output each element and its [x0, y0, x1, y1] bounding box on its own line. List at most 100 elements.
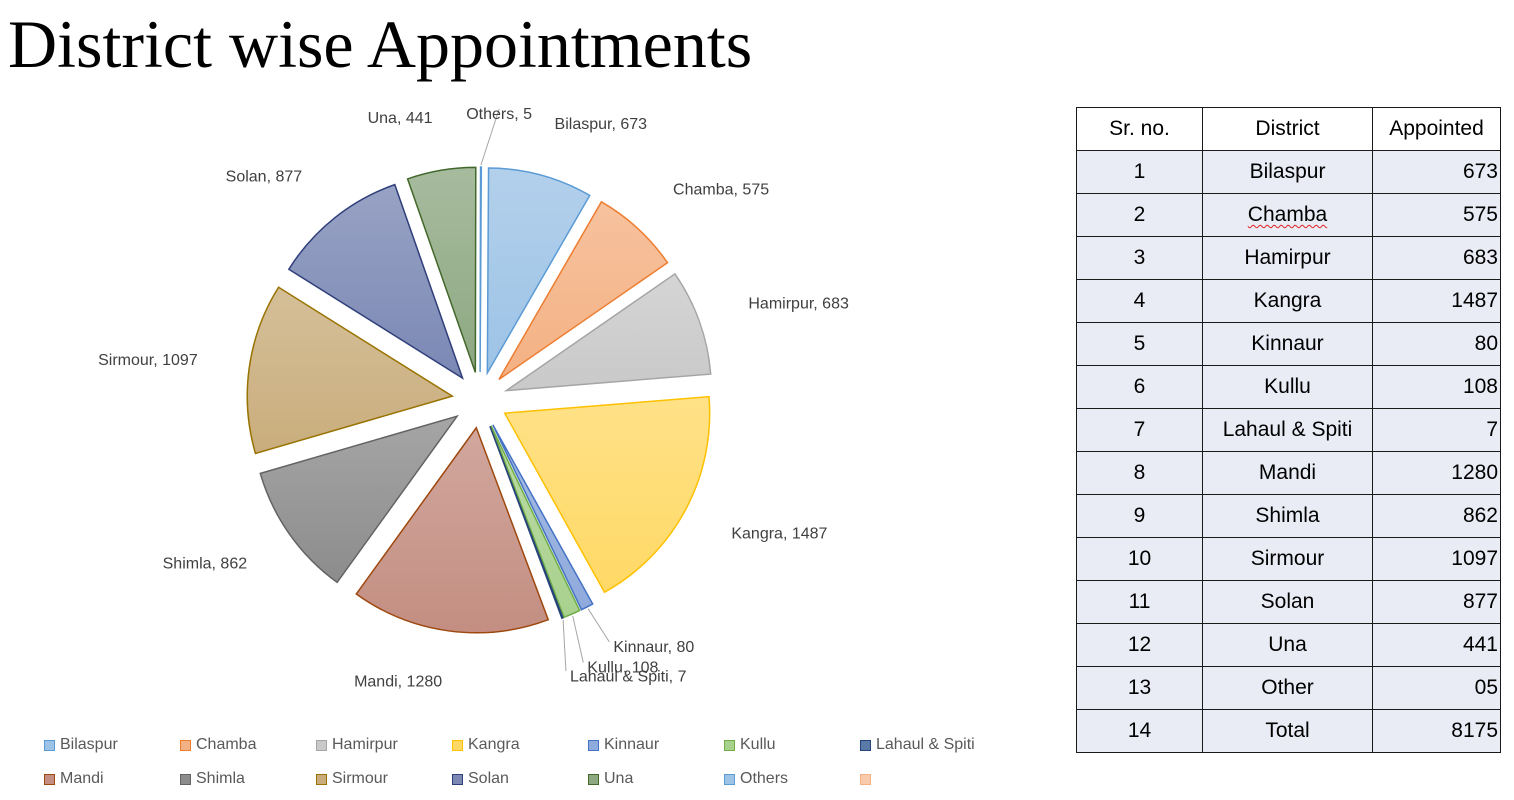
pie-slice [503, 395, 711, 594]
cell-appointed: 8175 [1372, 709, 1501, 753]
pie-leader-line [480, 108, 500, 166]
chart-legend: Bilaspur Chamba Hamirpur Kangra Kinnaur Kullu… [44, 728, 1044, 796]
cell-appointed: 877 [1372, 580, 1501, 624]
pie-leader-lines [480, 108, 610, 672]
header-sr-no: Sr. no. [1076, 107, 1203, 151]
cell-sr-no: 11 [1076, 580, 1203, 624]
table-body: 1 Bilaspur 673 2 Chamba 575 3 Hamirpur 683 4 Kangr… [1076, 150, 1501, 753]
cell-district: Total [1202, 709, 1373, 753]
cell-appointed: 673 [1372, 150, 1501, 194]
legend-swatch [316, 739, 327, 751]
pie-data-label: Sirmour, 1097 [98, 352, 198, 369]
pie-slice [492, 424, 594, 611]
legend-label: Kinnaur [604, 736, 660, 753]
legend-label: Sirmour [332, 770, 389, 787]
legend-swatch [44, 739, 55, 751]
cell-district: Kangra [1202, 279, 1373, 323]
cell-district: Kullu [1202, 365, 1373, 409]
pie-slice [246, 286, 455, 455]
legend-swatch [588, 773, 599, 785]
cell-district: Chamba [1202, 193, 1373, 237]
legend-swatch [180, 739, 191, 751]
legend-item: Solan [452, 770, 588, 788]
legend-label: Kullu [740, 736, 776, 753]
legend-label: Solan [468, 770, 509, 787]
pie-data-label: Hamirpur, 683 [748, 295, 849, 312]
legend-label: Shimla [196, 770, 245, 787]
legend-label: Hamirpur [332, 736, 398, 753]
table-row: 10 Sirmour 1097 [1076, 537, 1501, 581]
pie-data-label: Kullu, 108 [587, 660, 658, 677]
legend-label: Chamba [196, 736, 257, 753]
pie-data-label: Kinnaur, 80 [613, 639, 694, 656]
legend-item: Others [724, 770, 860, 788]
table-row: 6 Kullu 108 [1076, 365, 1501, 409]
pie-slice [355, 426, 550, 634]
legend-item: Kinnaur [588, 736, 724, 754]
table-row: 3 Hamirpur 683 [1076, 236, 1501, 280]
legend-item: Mandi [44, 770, 180, 788]
header-appointed: Appointed [1372, 107, 1501, 151]
legend-item: Sirmour [316, 770, 452, 788]
district-table: Sr. no. District Appointed 1 Bilaspur 673 2… [1076, 107, 1501, 753]
cell-appointed: 862 [1372, 494, 1501, 538]
pie-data-label: Bilaspur, 673 [555, 116, 648, 133]
legend-swatch [316, 773, 327, 785]
pie-chart: Bilaspur, 673 Chamba, 575 Hamirpur, 683 Kan… [98, 106, 849, 690]
legend-label: Mandi [60, 770, 104, 787]
pie-data-label: Solan, 877 [226, 169, 303, 186]
cell-appointed: 683 [1372, 236, 1501, 280]
legend-item: Hamirpur [316, 736, 452, 754]
cell-sr-no: 10 [1076, 537, 1203, 581]
legend-item: Una [588, 770, 724, 788]
cell-sr-no: 7 [1076, 408, 1203, 452]
cell-sr-no: 13 [1076, 666, 1203, 710]
pie-slice [489, 425, 564, 620]
pie-slice [479, 166, 483, 373]
legend-item: Kullu [724, 736, 860, 754]
cell-sr-no: 12 [1076, 623, 1203, 667]
cell-sr-no: 2 [1076, 193, 1203, 237]
table-row: 8 Mandi 1280 [1076, 451, 1501, 495]
legend-item [860, 773, 996, 785]
cell-appointed: 108 [1372, 365, 1501, 409]
cell-district: Sirmour [1202, 537, 1373, 581]
cell-appointed: 1097 [1372, 537, 1501, 581]
legend-label: Kangra [468, 736, 520, 753]
cell-district: Lahaul & Spiti [1202, 408, 1373, 452]
cell-appointed: 05 [1372, 666, 1501, 710]
cell-appointed: 80 [1372, 322, 1501, 366]
pie-data-label: Shimla, 862 [163, 556, 248, 573]
header-district: District [1202, 107, 1373, 151]
legend-swatch [180, 773, 191, 785]
pie-data-label: Others, 5 [466, 106, 532, 123]
cell-district: Mandi [1202, 451, 1373, 495]
pie-leader-line [587, 608, 610, 643]
legend-row: Mandi Shimla Sirmour Solan Una Others [44, 762, 1044, 796]
legend-item: Bilaspur [44, 736, 180, 754]
table-row: 13 Other 05 [1076, 666, 1501, 710]
cell-appointed: 7 [1372, 408, 1501, 452]
pie-slice [490, 425, 581, 619]
table-row: 12 Una 441 [1076, 623, 1501, 667]
table-header-row: Sr. no. District Appointed [1076, 107, 1501, 151]
cell-district: Other [1202, 666, 1373, 710]
pie-data-label: Una, 441 [368, 110, 433, 127]
pie-slice [503, 272, 712, 392]
spellcheck-underlined-text: Chamba [1247, 203, 1328, 226]
legend-label: Una [604, 770, 634, 787]
pie-slices [246, 166, 712, 634]
pie-data-label: Kangra, 1487 [731, 526, 827, 543]
cell-sr-no: 5 [1076, 322, 1203, 366]
legend-item: Shimla [180, 770, 316, 788]
cell-sr-no: 6 [1076, 365, 1203, 409]
cell-sr-no: 9 [1076, 494, 1203, 538]
cell-district: Solan [1202, 580, 1373, 624]
pie-slice [406, 166, 477, 373]
table-row: 7 Lahaul & Spiti 7 [1076, 408, 1501, 452]
cell-appointed: 575 [1372, 193, 1501, 237]
table-row: 2 Chamba 575 [1076, 193, 1501, 237]
legend-row: Bilaspur Chamba Hamirpur Kangra Kinnaur Kullu… [44, 728, 1044, 762]
cell-district: Hamirpur [1202, 236, 1373, 280]
legend-swatch [860, 773, 871, 785]
